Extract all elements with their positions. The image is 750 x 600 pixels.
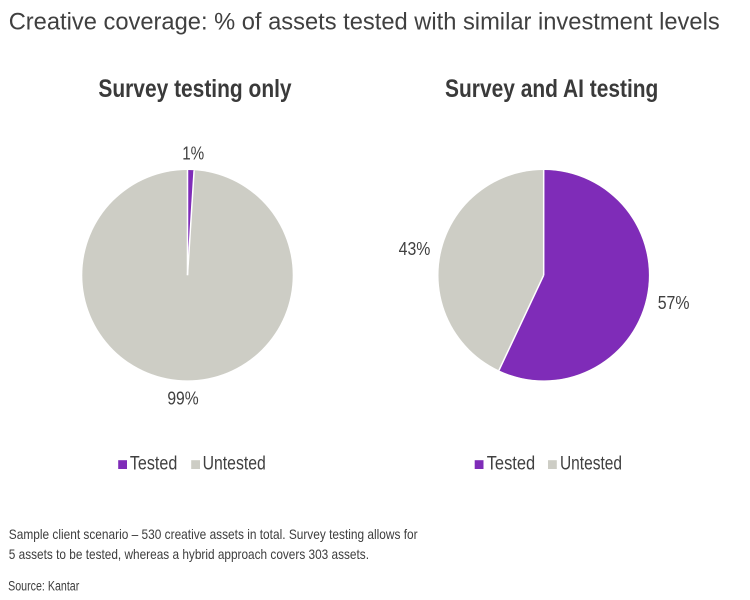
svg-text:Tested: Tested (130, 452, 177, 474)
svg-text:Source: Kantar: Source: Kantar (8, 578, 80, 593)
svg-text:Sample client scenario – 530 c: Sample client scenario – 530 creative as… (9, 526, 418, 542)
svg-text:Survey testing only: Survey testing only (98, 75, 291, 103)
svg-text:1%: 1% (182, 144, 204, 164)
svg-text:Tested: Tested (487, 452, 536, 474)
svg-text:Untested: Untested (560, 452, 622, 474)
svg-text:Survey and AI testing: Survey and AI testing (445, 75, 658, 103)
svg-text:Untested: Untested (203, 452, 266, 474)
svg-text:43%: 43% (399, 239, 431, 259)
svg-text:Creative coverage: % of assets: Creative coverage: % of assets tested wi… (9, 8, 720, 35)
svg-text:99%: 99% (167, 389, 198, 409)
svg-text:57%: 57% (658, 293, 690, 313)
svg-text:5 assets to be tested, whereas: 5 assets to be tested, whereas a hybrid … (9, 546, 369, 562)
